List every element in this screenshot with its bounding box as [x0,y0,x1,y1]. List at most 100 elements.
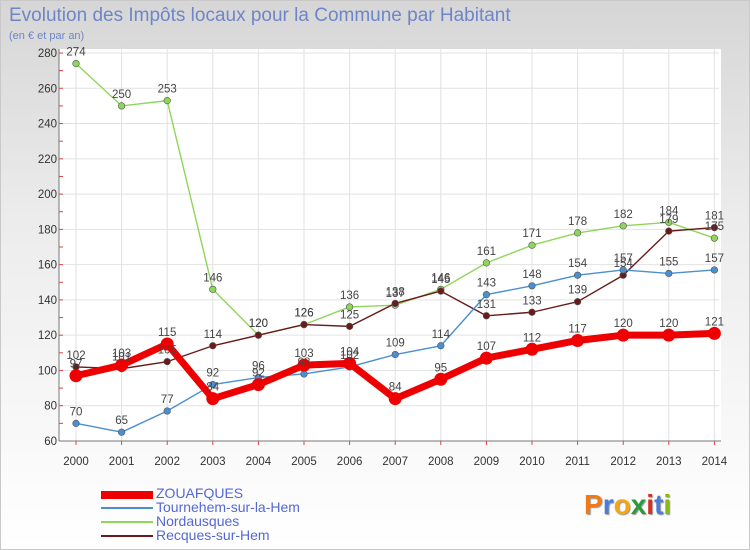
data-point [254,331,262,339]
data-point [209,285,217,293]
data-label: 107 [477,341,496,353]
data-point [69,369,83,383]
legend-swatch [101,521,153,523]
data-label: 133 [522,295,541,307]
y-tick-label: 160 [38,260,57,272]
data-label: 103 [294,348,313,360]
data-label: 101 [112,352,131,364]
y-tick-label: 280 [38,48,57,60]
data-label: 154 [614,258,634,270]
legend-label: Nordausques [156,513,240,529]
y-tick-label: 60 [44,436,57,448]
y-tick-label: 240 [38,119,57,131]
data-label: 117 [568,323,586,335]
data-point [346,322,354,330]
data-label: 92 [206,368,219,380]
data-label: 139 [568,285,587,297]
data-point [528,241,536,249]
data-label: 105 [158,345,177,357]
data-point [665,227,673,235]
plot-area [59,49,721,441]
data-label: 120 [249,318,268,330]
brand-logo: Proxiti [584,489,671,521]
x-tick-label: 2004 [246,456,272,468]
legend-swatch [101,535,153,537]
data-point [388,392,402,406]
brand-letter: P [584,489,603,520]
data-label: 175 [705,221,724,233]
data-label: 70 [70,406,83,418]
x-tick-label: 2007 [382,456,408,468]
legend-swatch [101,491,153,499]
data-label: 125 [340,309,359,321]
x-tick-label: 2008 [428,456,454,468]
data-label: 253 [158,84,177,96]
data-point [391,350,399,359]
x-tick-label: 2009 [474,456,500,468]
data-label: 92 [252,368,265,380]
data-label: 148 [522,269,541,281]
data-point [437,342,445,350]
data-label: 179 [659,214,678,226]
x-tick-label: 2006 [337,456,363,468]
legend-label: ZOUAFQUES [156,485,244,501]
data-label: 120 [659,318,678,330]
data-label: 104 [340,346,360,358]
data-point [163,97,171,105]
brand-letter: x [630,489,647,520]
data-label: 102 [340,350,359,362]
data-point [573,298,582,306]
data-point [391,299,399,308]
data-point [482,312,491,320]
data-point [209,380,217,389]
data-point [163,358,171,366]
y-tick-label: 100 [38,365,57,377]
data-point [479,351,493,365]
data-label: 274 [66,47,86,59]
data-point [160,337,174,351]
data-point [163,407,171,415]
data-label: 182 [614,209,633,221]
data-point [665,269,673,278]
data-label: 120 [614,318,633,330]
data-point [710,266,719,274]
data-label: 98 [298,357,311,369]
data-label: 102 [66,350,85,362]
data-point [115,358,129,372]
data-point [300,370,308,378]
brand-letter: t [654,489,664,520]
data-label: 109 [386,338,405,350]
x-tick-label: 2013 [656,456,682,468]
data-label: 97 [70,359,83,371]
legend-swatch [101,507,153,509]
legend-label: Recques-sur-Hem [156,527,270,543]
data-label: 95 [434,362,447,374]
x-tick-label: 2000 [63,456,89,468]
y-tick-label: 180 [38,224,57,236]
data-label: 157 [705,253,724,265]
data-label: 114 [432,329,451,341]
data-label: 138 [386,286,405,298]
x-tick-label: 2010 [519,456,545,468]
data-label: 114 [204,329,223,341]
data-label: 120 [249,318,268,330]
x-tick-label: 2005 [291,456,317,468]
data-point [117,102,126,110]
data-label: 115 [158,327,176,339]
data-point [528,282,536,290]
x-tick-label: 2003 [200,456,226,468]
data-point [117,428,126,436]
data-point [528,308,536,316]
data-point [434,372,448,386]
y-tick-label: 200 [38,189,57,201]
x-tick-label: 2002 [154,456,180,468]
data-point [72,419,80,427]
data-point [619,266,627,274]
data-point [437,287,445,295]
x-tick-label: 2011 [565,456,590,468]
data-label: 96 [252,361,265,373]
data-point [209,342,217,350]
data-point [662,328,676,342]
